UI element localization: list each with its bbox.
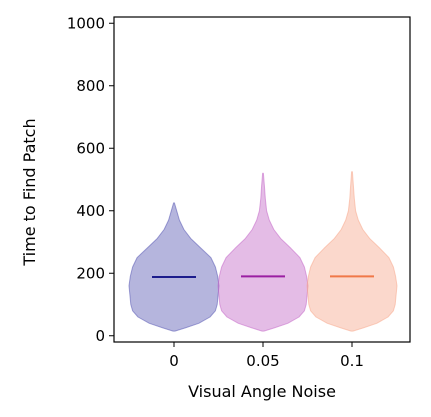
y-tick-label: 600 bbox=[76, 139, 105, 157]
y-axis: 0 200 400 600 800 1000 bbox=[67, 14, 114, 345]
y-tick-label: 800 bbox=[76, 77, 105, 95]
y-tick-label: 400 bbox=[76, 202, 105, 220]
x-axis-label: Visual Angle Noise bbox=[188, 382, 336, 401]
y-axis-label: Time to Find Patch bbox=[20, 118, 39, 266]
violin-0.1 bbox=[306, 171, 398, 332]
x-tick-label: 0.05 bbox=[246, 352, 279, 370]
x-axis: 0 0.05 0.1 bbox=[169, 342, 364, 370]
violin-0 bbox=[128, 202, 220, 332]
y-tick-label: 0 bbox=[95, 327, 105, 345]
x-tick-label: 0.1 bbox=[340, 352, 364, 370]
y-tick-label: 1000 bbox=[67, 14, 105, 32]
violins-group bbox=[128, 171, 398, 332]
violin-0.05 bbox=[217, 172, 309, 332]
x-tick-label: 0 bbox=[169, 352, 179, 370]
y-tick-label: 200 bbox=[76, 264, 105, 282]
plot-frame bbox=[113, 16, 411, 343]
